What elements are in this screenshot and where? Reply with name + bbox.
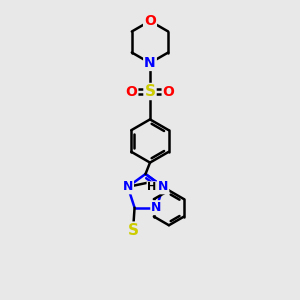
Text: O: O <box>144 14 156 28</box>
Text: H: H <box>147 182 156 192</box>
Text: O: O <box>125 85 137 98</box>
Text: N: N <box>123 180 133 194</box>
Text: N: N <box>144 56 156 70</box>
Text: N: N <box>151 201 162 214</box>
Text: O: O <box>163 85 175 98</box>
Text: N: N <box>158 180 168 194</box>
Text: S: S <box>128 223 139 238</box>
Text: S: S <box>145 84 155 99</box>
